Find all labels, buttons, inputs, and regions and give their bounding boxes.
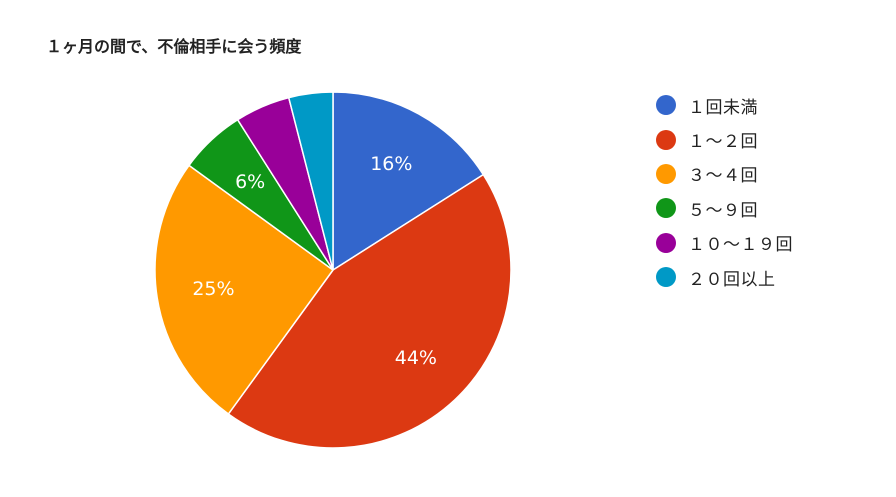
slice-label-3: 25%	[192, 278, 234, 300]
legend-item-5: １０～１９回	[656, 226, 886, 260]
legend-item-2: １～２回	[656, 122, 886, 156]
legend-label-2: １～２回	[688, 132, 758, 153]
legend-swatch-2	[656, 129, 676, 150]
legend-swatch-1	[656, 95, 676, 116]
pie-slice-2	[227, 173, 512, 449]
legend-item-1: １回未満	[656, 88, 886, 122]
legend-swatch-4	[656, 198, 676, 219]
slice-label-2: 44%	[395, 347, 437, 369]
legend-item-3: ３～４回	[656, 157, 886, 191]
legend-swatch-5	[656, 232, 676, 253]
legend-label-5: １０～１９回	[688, 235, 793, 256]
pie-slice-3	[154, 164, 335, 416]
chart-legend: １回未満 １～２回 ３～４回 ５～９回 １０～１９回 ２０回以上	[656, 88, 886, 294]
chart-title: １ヶ月の間で、不倫相手に会う頻度	[46, 37, 302, 56]
legend-label-6: ２０回以上	[688, 269, 776, 290]
legend-item-6: ２０回以上	[656, 260, 886, 294]
legend-swatch-6	[656, 267, 676, 288]
slice-label-4: 6%	[235, 171, 265, 193]
legend-item-4: ５～９回	[656, 191, 886, 225]
pie-slice-1	[332, 91, 485, 272]
legend-swatch-3	[656, 163, 676, 184]
legend-label-4: ５～９回	[688, 200, 758, 221]
legend-label-3: ３～４回	[688, 166, 758, 187]
slice-label-1: 16%	[370, 153, 412, 175]
pie-slice-6	[287, 91, 334, 271]
legend-label-1: １回未満	[688, 97, 758, 118]
